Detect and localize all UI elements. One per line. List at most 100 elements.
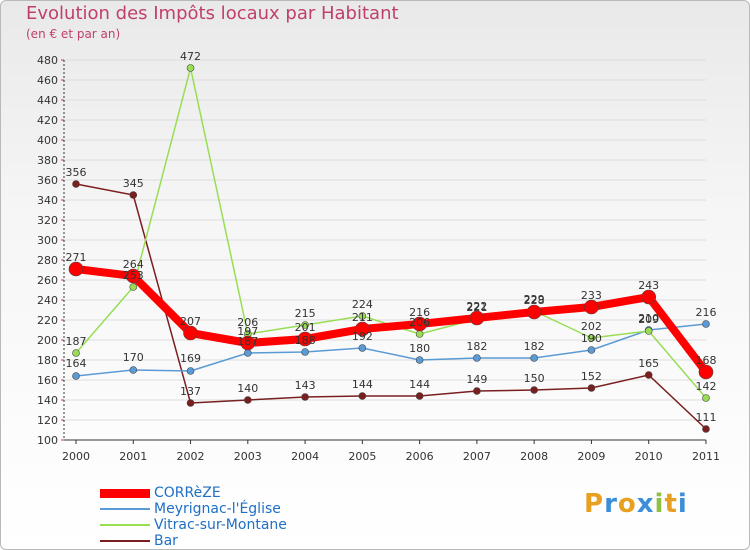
legend-swatch xyxy=(100,524,150,526)
x-tick-label: 2010 xyxy=(635,450,663,463)
legend-item: Bar xyxy=(100,533,287,549)
y-tick-label: 280 xyxy=(37,254,58,267)
data-point xyxy=(530,354,538,362)
data-point xyxy=(183,325,198,341)
data-point xyxy=(469,310,485,326)
data-label: 345 xyxy=(123,177,144,190)
data-point xyxy=(358,392,367,400)
y-tick-label: 100 xyxy=(37,434,58,447)
y-tick-label: 300 xyxy=(37,234,58,247)
data-label: 264 xyxy=(123,258,144,271)
chart-title: Evolution des Impôts locaux par Habitant xyxy=(26,3,399,24)
data-label: 164 xyxy=(66,357,87,370)
chart-subtitle: (en € et par an) xyxy=(26,27,121,41)
data-point xyxy=(244,349,252,357)
data-label: 228 xyxy=(524,294,545,307)
data-point xyxy=(355,321,370,337)
x-tick-label: 2000 xyxy=(62,450,90,463)
series-line xyxy=(75,323,707,377)
data-point xyxy=(244,396,252,404)
y-tick-label: 460 xyxy=(37,74,58,87)
data-point xyxy=(530,386,538,394)
data-label: 233 xyxy=(581,289,602,302)
legend-item: CORRèZE xyxy=(100,485,287,501)
data-label: 143 xyxy=(295,379,316,392)
data-label: 197 xyxy=(237,325,258,338)
data-label: 210 xyxy=(638,312,659,325)
data-point xyxy=(240,335,256,351)
data-label: 221 xyxy=(466,301,487,314)
data-label: 165 xyxy=(638,357,659,370)
data-label: 229 xyxy=(524,293,545,306)
data-label: 152 xyxy=(581,370,602,383)
legend-swatch xyxy=(100,540,150,542)
x-tick-label: 2009 xyxy=(577,450,605,463)
data-point xyxy=(587,384,596,392)
y-tick-label: 160 xyxy=(37,374,58,387)
data-point xyxy=(301,348,309,356)
y-tick-label: 380 xyxy=(37,154,58,167)
data-point xyxy=(698,364,714,380)
data-point xyxy=(412,316,427,332)
data-label: 168 xyxy=(695,354,716,367)
data-point xyxy=(301,393,309,401)
data-label: 201 xyxy=(295,321,316,334)
legend-label: Bar xyxy=(154,533,178,549)
data-point xyxy=(72,180,80,188)
data-label: 111 xyxy=(695,411,716,424)
data-label: 216 xyxy=(695,306,716,319)
y-tick-label: 180 xyxy=(37,354,58,367)
data-point xyxy=(702,320,710,328)
chart-legend: CORRèZE Meyrignac-l'Église Vitrac-sur-Mont… xyxy=(100,485,287,549)
data-point xyxy=(584,299,599,315)
data-point xyxy=(129,366,138,374)
data-point xyxy=(297,331,313,347)
data-point xyxy=(186,367,195,375)
y-tick-label: 400 xyxy=(37,134,58,147)
y-tick-label: 240 xyxy=(37,294,58,307)
x-tick-label: 2008 xyxy=(520,450,548,463)
data-label: 144 xyxy=(409,378,430,391)
data-label: 187 xyxy=(66,335,87,348)
data-point xyxy=(415,392,424,400)
data-point xyxy=(641,289,657,305)
data-label: 140 xyxy=(237,382,258,395)
y-tick-label: 220 xyxy=(37,314,58,327)
data-label: 216 xyxy=(409,306,430,319)
x-tick-label: 2001 xyxy=(119,450,147,463)
x-tick-label: 2006 xyxy=(406,450,434,463)
data-point xyxy=(415,330,424,338)
data-point xyxy=(129,191,138,199)
y-tick-label: 120 xyxy=(37,414,58,427)
legend-label: CORRèZE xyxy=(154,485,221,501)
data-point xyxy=(587,334,596,342)
data-label: 182 xyxy=(466,340,487,353)
y-tick-label: 140 xyxy=(37,394,58,407)
data-label: 211 xyxy=(352,311,373,324)
data-label: 144 xyxy=(352,378,373,391)
x-tick-label: 2011 xyxy=(692,450,720,463)
legend-label: Vitrac-sur-Montane xyxy=(154,517,287,533)
data-label: 206 xyxy=(409,316,430,329)
x-tick-label: 2002 xyxy=(177,450,205,463)
data-point xyxy=(72,349,80,357)
y-tick-label: 480 xyxy=(37,54,58,67)
y-tick-label: 420 xyxy=(37,114,58,127)
legend-swatch xyxy=(100,508,150,510)
legend-swatch xyxy=(100,488,150,498)
legend-label: Meyrignac-l'Église xyxy=(154,501,281,517)
data-point xyxy=(68,261,84,277)
data-point xyxy=(587,346,596,354)
x-tick-label: 2005 xyxy=(348,450,376,463)
data-label: 472 xyxy=(180,50,201,63)
data-point xyxy=(129,283,138,291)
data-label: 188 xyxy=(295,334,316,347)
data-label: 192 xyxy=(352,330,373,343)
x-tick-label: 2007 xyxy=(463,450,491,463)
series-line xyxy=(75,67,707,399)
data-label: 207 xyxy=(180,315,201,328)
data-point xyxy=(301,321,309,329)
data-point xyxy=(358,344,367,352)
data-point xyxy=(526,304,542,320)
